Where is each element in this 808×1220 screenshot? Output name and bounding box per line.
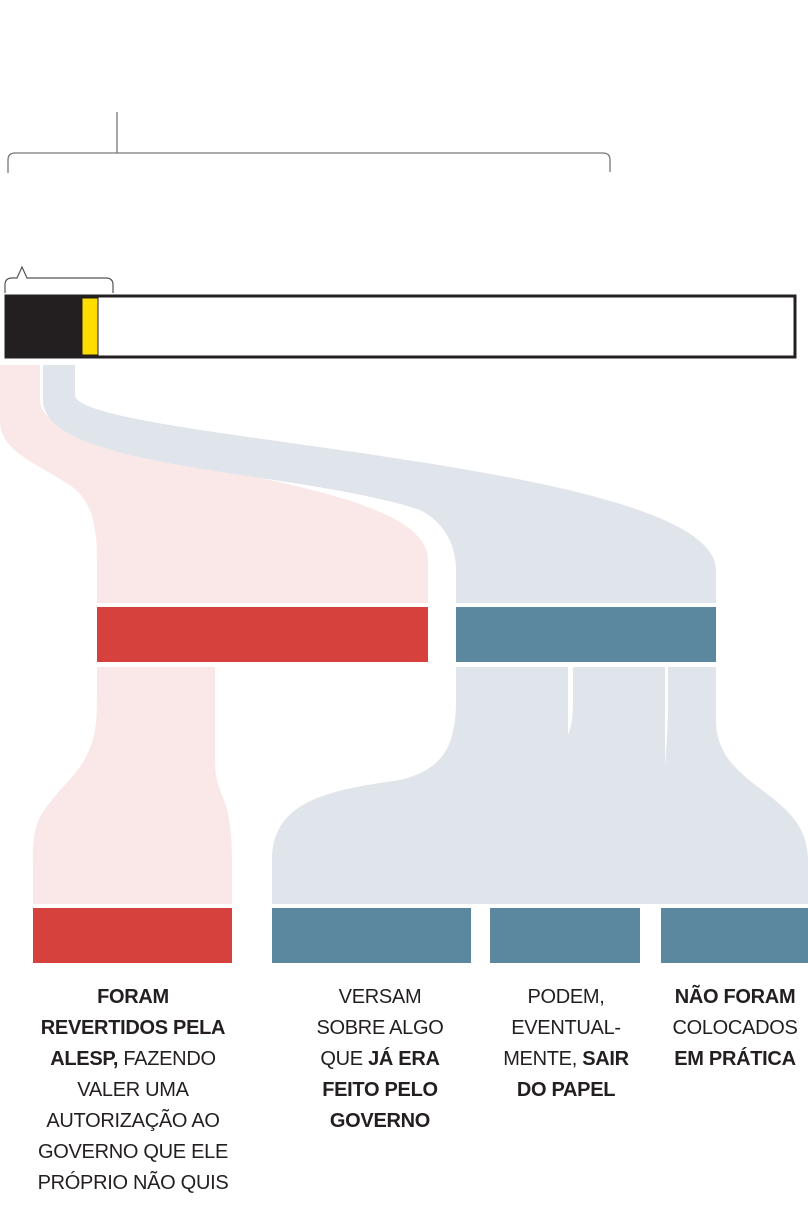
- label-text: QUE: [320, 1048, 369, 1070]
- label-text: COLOCADOS: [672, 1017, 798, 1039]
- label-line: FEITO PELO: [280, 1075, 480, 1106]
- label-bold-text: EM PRÁTICA: [674, 1048, 796, 1070]
- box-other: [456, 607, 716, 662]
- label-line: GOVERNO: [280, 1106, 480, 1137]
- flow-may-happen: [490, 667, 665, 904]
- label-line: EM PRÁTICA: [660, 1044, 808, 1075]
- label-line: DO PAPEL: [486, 1075, 646, 1106]
- label-line: MENTE, SAIR: [486, 1044, 646, 1075]
- label-text: VERSAM: [338, 986, 422, 1008]
- label-line: VALER UMA: [18, 1075, 248, 1106]
- top-bracket: [7, 152, 611, 173]
- small-bracket: [4, 265, 114, 293]
- label-reverted: FORAM REVERTIDOS PELA ALESP, FAZENDO VALER …: [18, 982, 248, 1199]
- box-bottom-already-done: [272, 908, 471, 963]
- label-text: PODEM,: [527, 986, 605, 1008]
- label-line: ALESP, FAZENDO: [18, 1044, 248, 1075]
- label-line: SOBRE ALGO: [280, 1013, 480, 1044]
- label-line: NÃO FORAM: [660, 982, 808, 1013]
- flow-reverted-bottom: [33, 667, 232, 904]
- label-text: GOVERNO QUE ELE: [38, 1141, 228, 1163]
- label-line: PRÓPRIO NÃO QUIS: [18, 1168, 248, 1199]
- label-line: GOVERNO QUE ELE: [18, 1137, 248, 1168]
- flow-reverted: [0, 365, 428, 603]
- label-bold-text: NÃO FORAM: [674, 986, 796, 1008]
- label-line: PODEM,: [486, 982, 646, 1013]
- box-bottom-may-happen: [490, 908, 640, 963]
- label-text: VALER UMA: [77, 1079, 189, 1101]
- label-bold-text: GOVERNO: [329, 1110, 431, 1132]
- label-bold-text: ALESP,: [50, 1048, 119, 1070]
- label-line: REVERTIDOS PELA: [18, 1013, 248, 1044]
- total-bar-yellow-segment: [81, 297, 99, 356]
- label-may-happen: PODEM, EVENTUAL- MENTE, SAIR DO PAPEL: [486, 982, 646, 1106]
- label-line: FORAM: [18, 982, 248, 1013]
- label-line: AUTORIZAÇÃO AO: [18, 1106, 248, 1137]
- label-text: EVENTUAL-: [511, 1017, 621, 1039]
- label-text: PRÓPRIO NÃO QUIS: [37, 1172, 229, 1194]
- flow-other: [43, 365, 716, 603]
- label-text: AUTORIZAÇÃO AO: [46, 1110, 220, 1132]
- label-bold-text: JÁ ERA: [368, 1048, 440, 1070]
- label-bold-text: FORAM: [97, 986, 169, 1008]
- box-bottom-reverted: [33, 908, 232, 963]
- label-line: COLOCADOS: [660, 1013, 808, 1044]
- flow-not-implemented: [661, 667, 808, 904]
- label-line: EVENTUAL-: [486, 1013, 646, 1044]
- label-text: MENTE,: [503, 1048, 583, 1070]
- label-text: SOBRE ALGO: [316, 1017, 444, 1039]
- label-text: FAZENDO: [118, 1048, 216, 1070]
- label-bold-text: DO PAPEL: [516, 1079, 616, 1101]
- label-already-done: VERSAM SOBRE ALGO QUE JÁ ERA FEITO PELO GOVE…: [280, 982, 480, 1137]
- total-bar: [4, 294, 797, 359]
- label-bold-text: FEITO PELO: [322, 1079, 438, 1101]
- label-bold-text: SAIR: [582, 1048, 629, 1070]
- label-line: QUE JÁ ERA: [280, 1044, 480, 1075]
- box-reverted: [97, 607, 428, 662]
- total-bar-dark-segment: [5, 295, 82, 358]
- label-line: VERSAM: [280, 982, 480, 1013]
- label-not-implemented: NÃO FORAM COLOCADOS EM PRÁTICA: [660, 982, 808, 1075]
- label-bold-text: REVERTIDOS PELA: [40, 1017, 226, 1039]
- box-bottom-not-implemented: [661, 908, 808, 963]
